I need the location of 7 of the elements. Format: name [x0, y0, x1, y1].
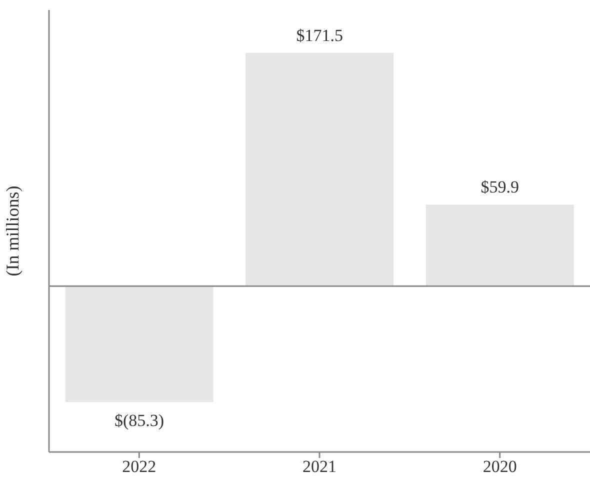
x-tick-label: 2021: [302, 457, 336, 476]
x-tick-label: 2022: [122, 457, 156, 476]
data-label: $59.9: [480, 178, 520, 197]
x-tick-label: 2020: [482, 457, 517, 476]
y-axis-title: (In millions): [2, 186, 22, 276]
data-label: $(85.3): [114, 411, 164, 430]
data-label: $171.5: [296, 26, 343, 45]
